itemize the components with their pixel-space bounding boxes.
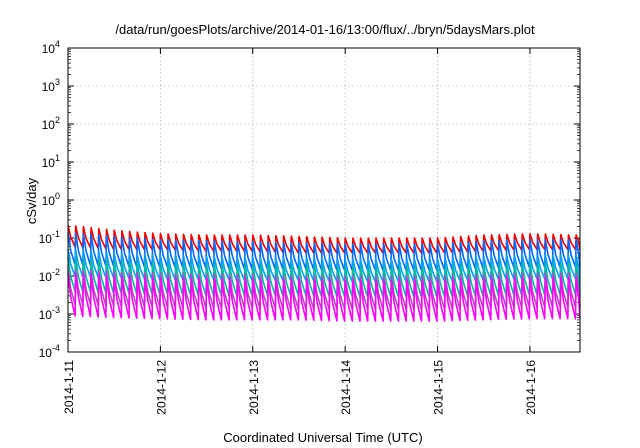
- series-line: [67, 232, 581, 272]
- x-tick-label: 2014-1-14: [339, 360, 353, 415]
- series-line: [67, 257, 581, 298]
- x-tick-label: 2014-1-12: [154, 360, 168, 415]
- x-tick-label: 2014-1-11: [62, 360, 76, 414]
- x-tick-label: 2014-1-16: [524, 360, 538, 415]
- x-tick-label: 2014-1-15: [432, 360, 446, 415]
- series-line: [67, 272, 581, 322]
- plot-frame: [67, 47, 581, 353]
- y-axis-title: cSv/day: [24, 177, 39, 224]
- x-axis-title: Coordinated Universal Time (UTC): [223, 430, 422, 445]
- x-tick-label: 2014-1-13: [247, 360, 261, 415]
- chart-title: /data/run/goesPlots/archive/2014-01-16/1…: [115, 22, 535, 37]
- series-line: [67, 224, 581, 254]
- series-group: [67, 224, 581, 322]
- x-axis-ticks: 2014-1-11 2014-1-12 2014-1-13 2014-1-14 2014…: [62, 48, 538, 415]
- series-line: [67, 249, 581, 283]
